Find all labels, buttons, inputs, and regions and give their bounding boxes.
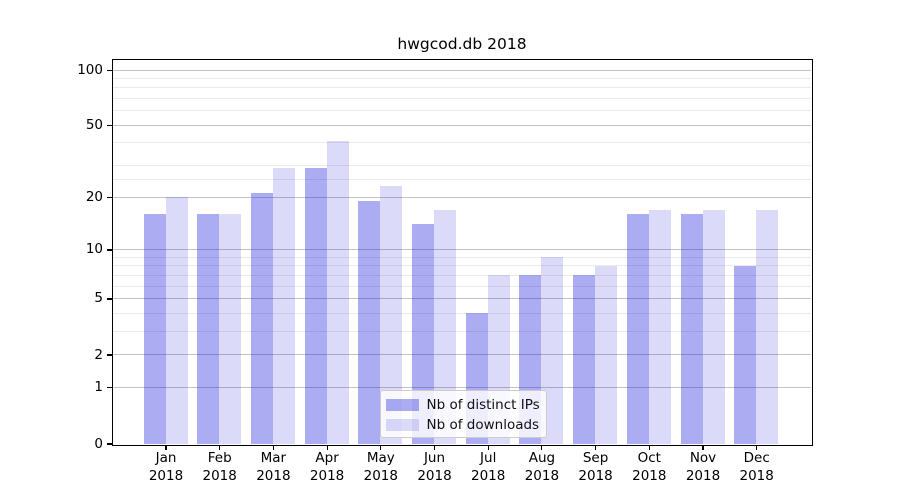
- legend-label-downloads: Nb of downloads: [426, 416, 540, 433]
- bar-downloads-feb: [219, 214, 242, 444]
- y-tick-mark: [107, 443, 112, 445]
- x-tick-label: Nov 2018: [685, 450, 721, 484]
- legend-label-distinct-ips: Nb of distinct IPs: [426, 396, 540, 413]
- x-tick-mark: [541, 445, 543, 450]
- bar-distinct-ips-may: [358, 201, 381, 444]
- bar-downloads-jun: [434, 209, 456, 444]
- y-tick-mark: [107, 249, 112, 251]
- minor-gridline: [112, 256, 811, 258]
- y-tick-label: 2: [94, 346, 103, 363]
- major-gridline: [112, 69, 811, 71]
- legend-swatch-distinct-ips: [385, 398, 419, 411]
- bars: [113, 60, 811, 444]
- y-tick-label: 0: [94, 435, 103, 452]
- x-tick-label: Oct 2018: [632, 450, 667, 484]
- x-tick-label: Sep 2018: [578, 450, 613, 484]
- minor-gridline: [112, 330, 811, 332]
- bar-distinct-ips-dec: [734, 265, 757, 444]
- y-tick-label: 50: [85, 117, 103, 134]
- minor-gridline: [112, 110, 811, 112]
- y-tick-mark: [107, 197, 112, 199]
- minor-gridline: [112, 274, 811, 276]
- minor-gridline: [112, 77, 811, 79]
- y-tick-label: 20: [85, 189, 103, 206]
- minor-gridline: [112, 179, 811, 181]
- legend-item-downloads: Nb of downloads: [385, 415, 546, 435]
- y-tick-label: 5: [94, 290, 103, 307]
- legend-item-distinct-ips: Nb of distinct IPs: [385, 395, 546, 415]
- major-gridline: [112, 248, 811, 250]
- minor-gridline: [112, 98, 811, 100]
- gridlines: [112, 60, 811, 444]
- bar-downloads-dec: [756, 209, 779, 444]
- minor-gridline: [112, 312, 811, 314]
- bar-distinct-ips-apr: [304, 168, 327, 444]
- bar-downloads-apr: [326, 141, 349, 444]
- x-tick-mark: [433, 445, 436, 450]
- x-tick-mark: [702, 445, 704, 450]
- x-tick-mark: [219, 445, 221, 450]
- bar-distinct-ips-sep: [573, 275, 596, 444]
- legend: Nb of distinct IPs Nb of downloads: [379, 389, 547, 438]
- x-tick-label: Mar 2018: [256, 450, 291, 484]
- major-gridline: [112, 196, 811, 198]
- y-tick-mark: [107, 69, 112, 72]
- x-tick-label: Jul 2018: [471, 450, 506, 484]
- bar-distinct-ips-oct: [626, 214, 649, 444]
- x-tick-mark: [326, 445, 328, 450]
- y-tick-mark: [107, 387, 112, 389]
- x-tick-mark: [487, 445, 489, 450]
- bar-downloads-aug: [541, 257, 564, 444]
- major-gridline: [112, 297, 811, 299]
- bar-downloads-sep: [595, 265, 618, 444]
- x-tick-mark: [380, 445, 382, 450]
- x-tick-label: Apr 2018: [309, 450, 345, 484]
- bar-downloads-mar: [272, 168, 295, 444]
- y-tick-label: 100: [77, 62, 103, 78]
- x-tick-mark: [595, 445, 597, 450]
- x-tick-label: May 2018: [363, 450, 398, 484]
- x-tick-mark: [272, 445, 274, 450]
- major-gridline: [112, 386, 811, 388]
- plot-area: Nb of distinct IPs Nb of downloads: [111, 58, 813, 446]
- chart-title: hwgcod.db 2018: [397, 35, 527, 53]
- x-tick-label: Jun 2018: [417, 450, 452, 484]
- y-tick-mark: [107, 298, 112, 300]
- major-gridline: [112, 354, 811, 356]
- x-tick-label: Feb 2018: [202, 450, 237, 484]
- bar-distinct-ips-jun: [412, 224, 434, 444]
- bar-downloads-jan: [165, 197, 188, 444]
- bar-downloads-may: [380, 186, 403, 444]
- x-tick-label: Aug 2018: [524, 450, 560, 484]
- minor-gridline: [112, 265, 811, 267]
- minor-gridline: [112, 87, 811, 89]
- major-gridline: [112, 124, 811, 126]
- bar-downloads-oct: [648, 209, 671, 444]
- x-tick-mark: [165, 445, 167, 450]
- y-tick-mark: [107, 125, 112, 127]
- minor-gridline: [112, 142, 811, 144]
- y-tick-label: 1: [94, 379, 103, 396]
- y-tick-mark: [107, 354, 112, 356]
- x-tick-mark: [648, 445, 650, 450]
- x-tick-mark: [756, 445, 758, 450]
- bar-distinct-ips-jan: [143, 214, 166, 444]
- x-tick-label: Jan 2018: [148, 450, 184, 484]
- bar-distinct-ips-mar: [250, 193, 273, 444]
- bar-distinct-ips-feb: [197, 214, 220, 444]
- minor-gridline: [112, 285, 811, 287]
- bar-distinct-ips-nov: [680, 214, 703, 444]
- legend-swatch-downloads: [385, 418, 419, 431]
- y-tick-label: 10: [85, 241, 103, 258]
- bar-downloads-nov: [702, 209, 725, 444]
- x-tick-label: Dec 2018: [739, 450, 774, 484]
- minor-gridline: [112, 165, 811, 167]
